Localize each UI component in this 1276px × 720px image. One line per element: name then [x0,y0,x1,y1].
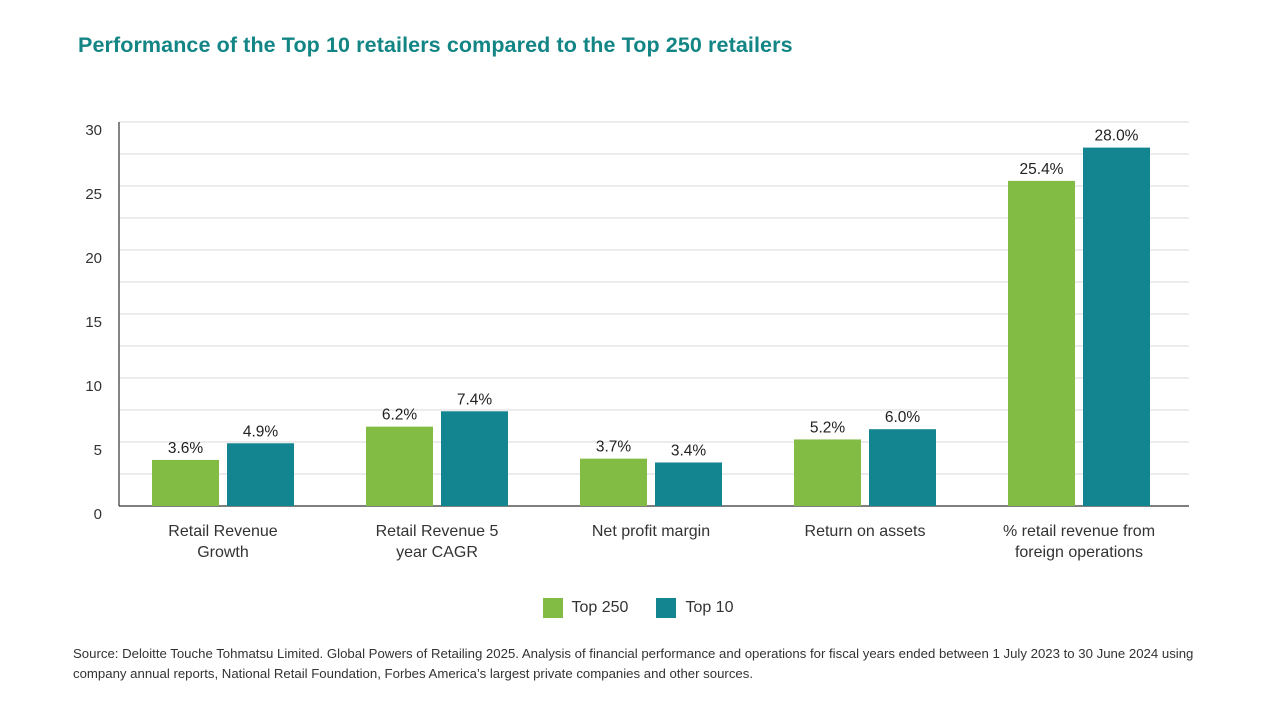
data-label: 3.7% [596,439,632,456]
data-label: 7.4% [457,391,493,408]
x-tick-label: Return on assets [805,523,926,540]
bar [869,429,936,506]
data-label: 3.6% [168,440,204,457]
bar [227,443,294,506]
x-tick-label: year CAGR [396,544,478,561]
legend-label-top250: Top 250 [571,599,629,616]
legend: Top 250 Top 10 [0,598,1276,618]
data-label: 6.2% [382,407,418,424]
legend-item-top10: Top 10 [656,598,733,618]
data-label: 28.0% [1095,128,1139,145]
x-tick-label: Retail Revenue [168,523,278,540]
data-label: 6.0% [885,409,921,426]
x-tick-label: Net profit margin [592,523,710,540]
x-tick-label: Retail Revenue 5 [376,523,499,540]
chart-title: Performance of the Top 10 retailers comp… [78,33,793,57]
data-label: 3.4% [671,442,707,459]
legend-label-top10: Top 10 [685,599,734,616]
data-label: 4.9% [243,423,279,440]
y-tick-label: 20 [85,250,102,267]
bar [152,459,219,506]
y-tick-label: 15 [85,314,102,331]
y-tick-label: 10 [85,378,102,395]
legend-swatch-top10 [656,598,677,618]
bar [580,458,647,506]
bar [1083,147,1150,506]
y-tick-label: 5 [94,442,102,459]
bar [1008,180,1075,506]
bar [366,426,433,506]
data-label: 25.4% [1020,161,1064,178]
y-tick-label: 0 [94,506,102,523]
bar [655,462,722,506]
x-tick-label: % retail revenue from [1003,523,1155,540]
legend-item-top250: Top 250 [542,598,629,618]
bar [794,439,861,506]
data-label: 5.2% [810,419,846,436]
source-note: Source: Deloitte Touche Tohmatsu Limited… [73,646,1194,681]
x-tick-label: Growth [197,544,249,561]
x-tick-label: foreign operations [1015,544,1143,561]
y-tick-label: 25 [85,186,102,203]
legend-swatch-top250 [542,598,563,618]
bar [441,411,508,506]
y-tick-label: 30 [85,122,102,139]
